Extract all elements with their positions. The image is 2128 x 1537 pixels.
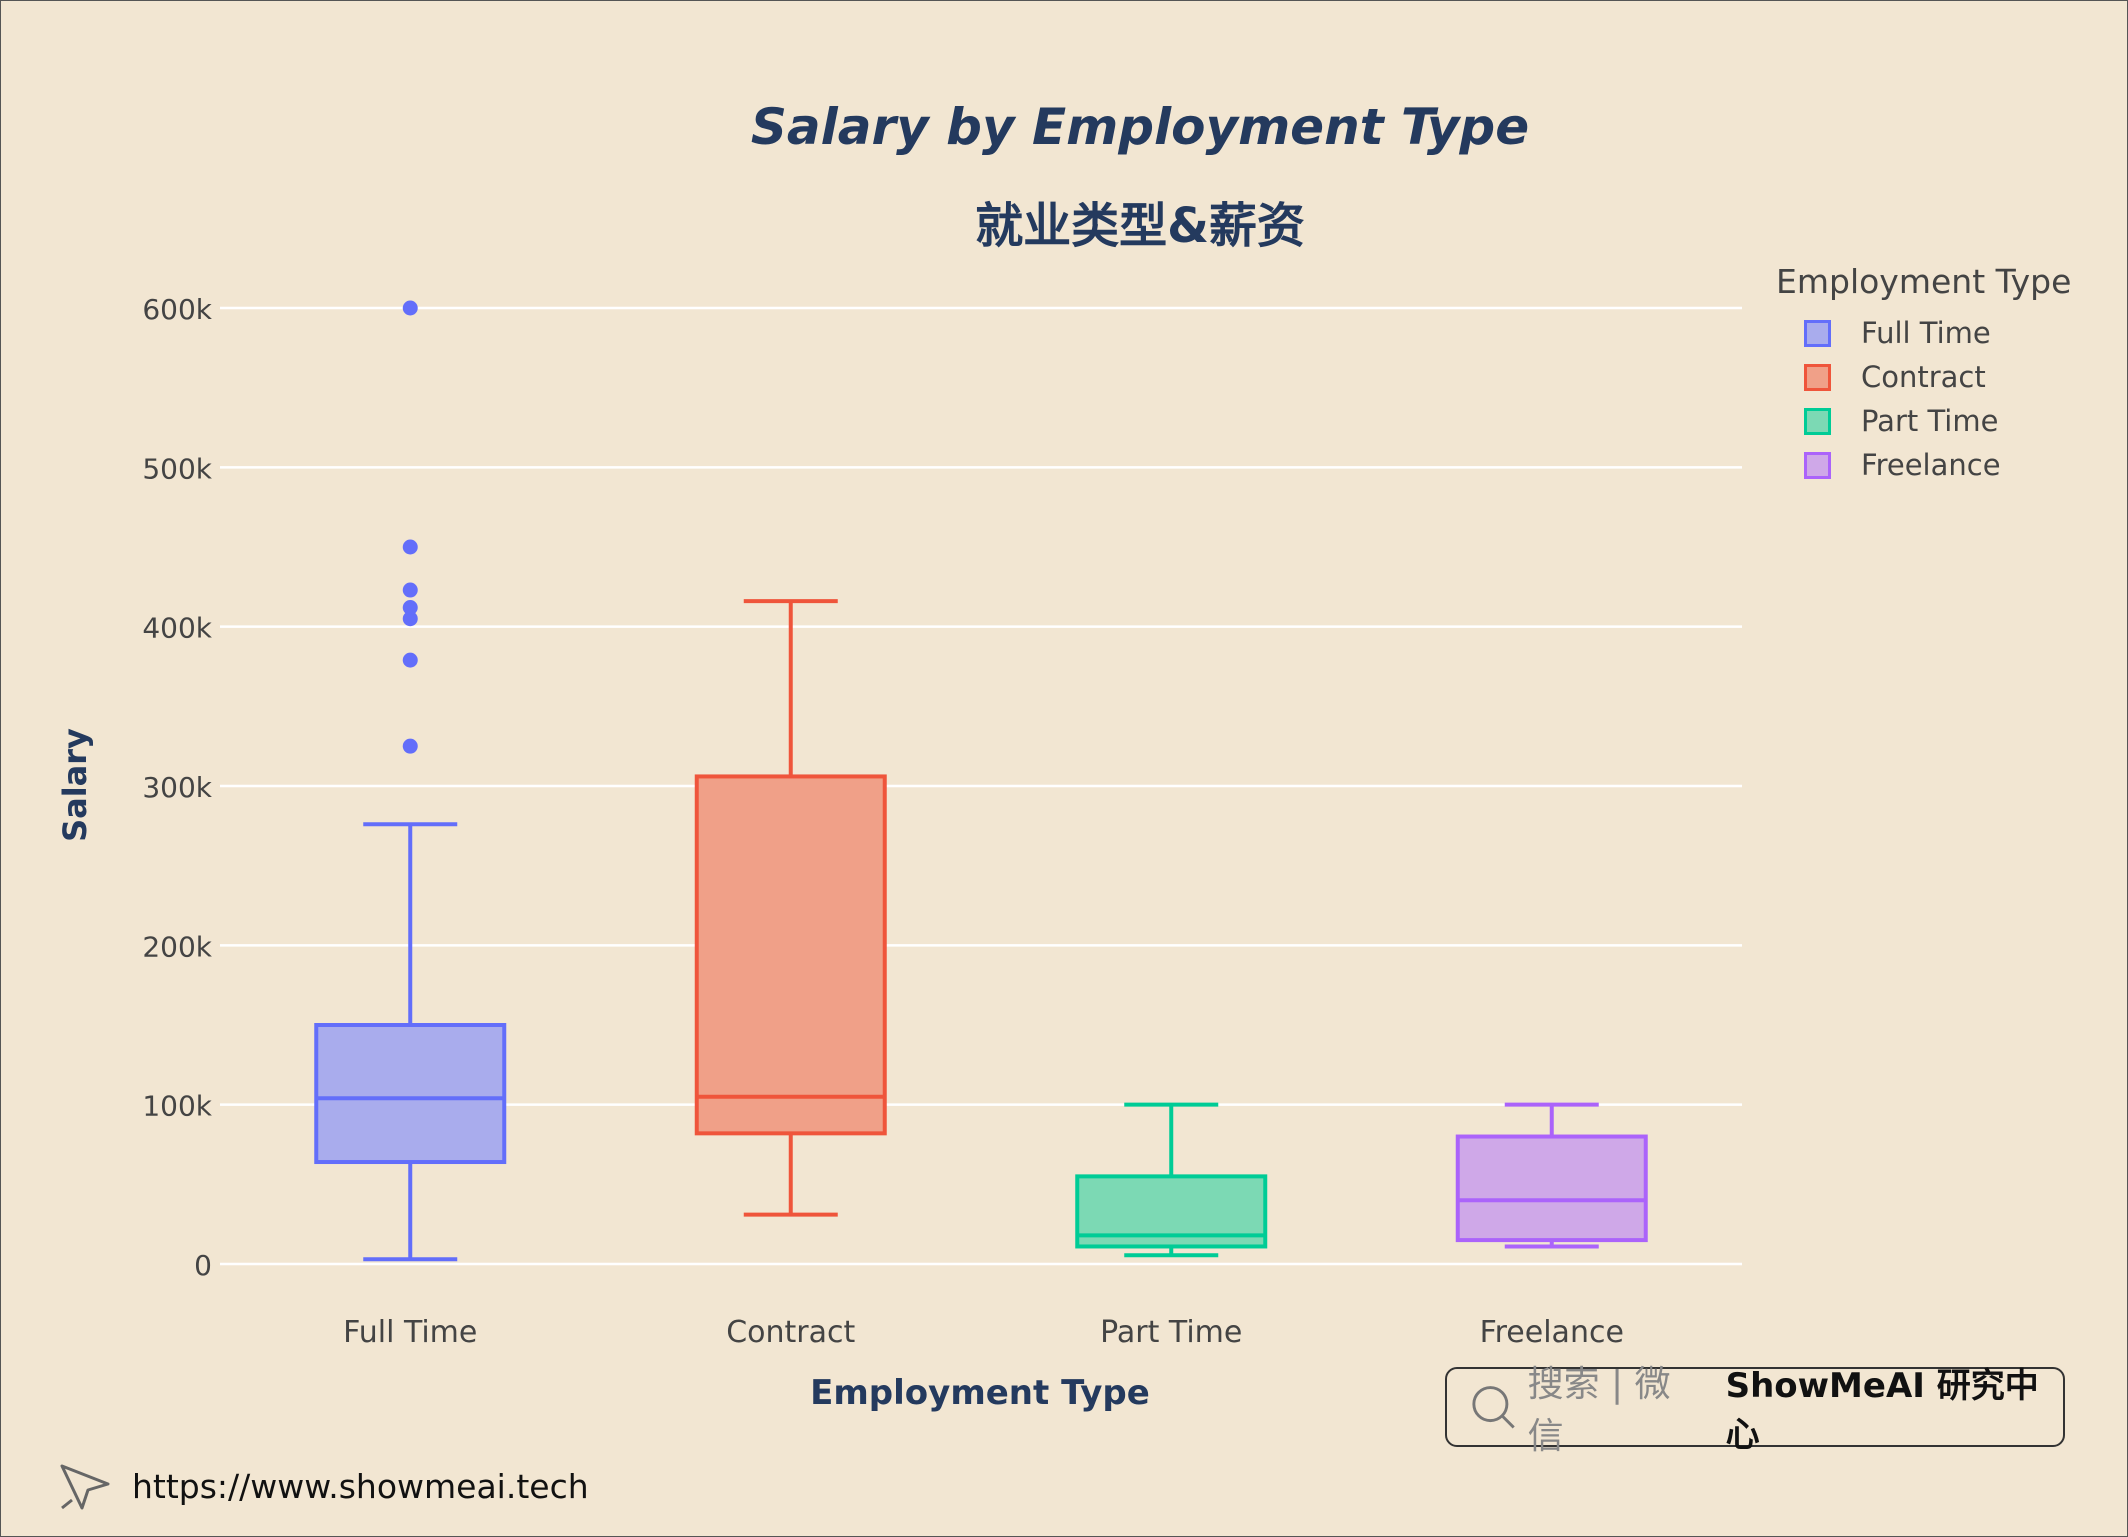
legend-item-freelance[interactable]: Freelance <box>1776 443 2071 487</box>
y-axis-title: Salary <box>56 728 94 842</box>
footer: https://www.showmeai.tech <box>58 1460 589 1512</box>
outlier-point[interactable] <box>402 539 418 555</box>
chart-subtitle: 就业类型&薪资 <box>975 198 1305 254</box>
box-full-time[interactable] <box>314 1023 507 1165</box>
legend-item-part-time[interactable]: Part Time <box>1776 399 2071 443</box>
box-contract[interactable] <box>694 774 887 1136</box>
legend-label: Part Time <box>1861 404 1999 438</box>
x-tick-label: Full Time <box>343 1315 477 1350</box>
watermark-search-text: 搜索 | 微信 <box>1527 1364 1671 1457</box>
x-axis-title: Employment Type <box>810 1373 1150 1413</box>
box-freelance[interactable] <box>1455 1134 1648 1243</box>
y-tick-label: 0 <box>194 1249 212 1282</box>
watermark-badge: 搜索 | 微信 ShowMeAI 研究中心 <box>1445 1364 2065 1457</box>
outlier-point[interactable] <box>402 582 418 598</box>
outlier-point[interactable] <box>402 600 418 616</box>
x-tick-label: Part Time <box>1100 1315 1242 1350</box>
legend-item-contract[interactable]: Contract <box>1776 355 2071 399</box>
watermark-brand: ShowMeAI 研究中心 <box>1725 1366 2039 1455</box>
x-tick-label: Contract <box>726 1315 855 1350</box>
search-icon <box>1472 1386 1515 1429</box>
footer-url[interactable]: https://www.showmeai.tech <box>132 1466 589 1506</box>
y-tick-label: 500k <box>142 452 212 485</box>
y-tick-label: 100k <box>142 1090 212 1123</box>
legend-label: Full Time <box>1861 316 1991 350</box>
legend-label: Freelance <box>1861 448 2001 482</box>
legend-items: Full Time Contract Part Time Freelance <box>1776 311 2071 487</box>
y-tick-label: 400k <box>142 612 212 645</box>
legend-swatch <box>1804 407 1831 435</box>
legend-swatch <box>1804 451 1831 479</box>
legend-swatch <box>1804 363 1831 391</box>
legend-label: Contract <box>1861 360 1986 394</box>
y-tick-label: 200k <box>142 930 212 963</box>
x-tick-label: Freelance <box>1480 1315 1624 1350</box>
y-tick-label: 300k <box>142 771 212 804</box>
y-tick-label: 600k <box>142 293 212 326</box>
legend-swatch <box>1804 319 1831 347</box>
chart-title: Salary by Employment Type <box>750 98 1530 156</box>
outlier-point[interactable] <box>402 652 418 668</box>
cursor-icon <box>60 1464 110 1510</box>
legend: Employment Type Full Time Contract Part Ti… <box>1776 262 2071 487</box>
outlier-point[interactable] <box>402 300 418 316</box>
legend-item-full-time[interactable]: Full Time <box>1776 311 2071 355</box>
outlier-point[interactable] <box>402 611 418 627</box>
legend-title: Employment Type <box>1776 262 2072 301</box>
outlier-point[interactable] <box>402 738 418 754</box>
